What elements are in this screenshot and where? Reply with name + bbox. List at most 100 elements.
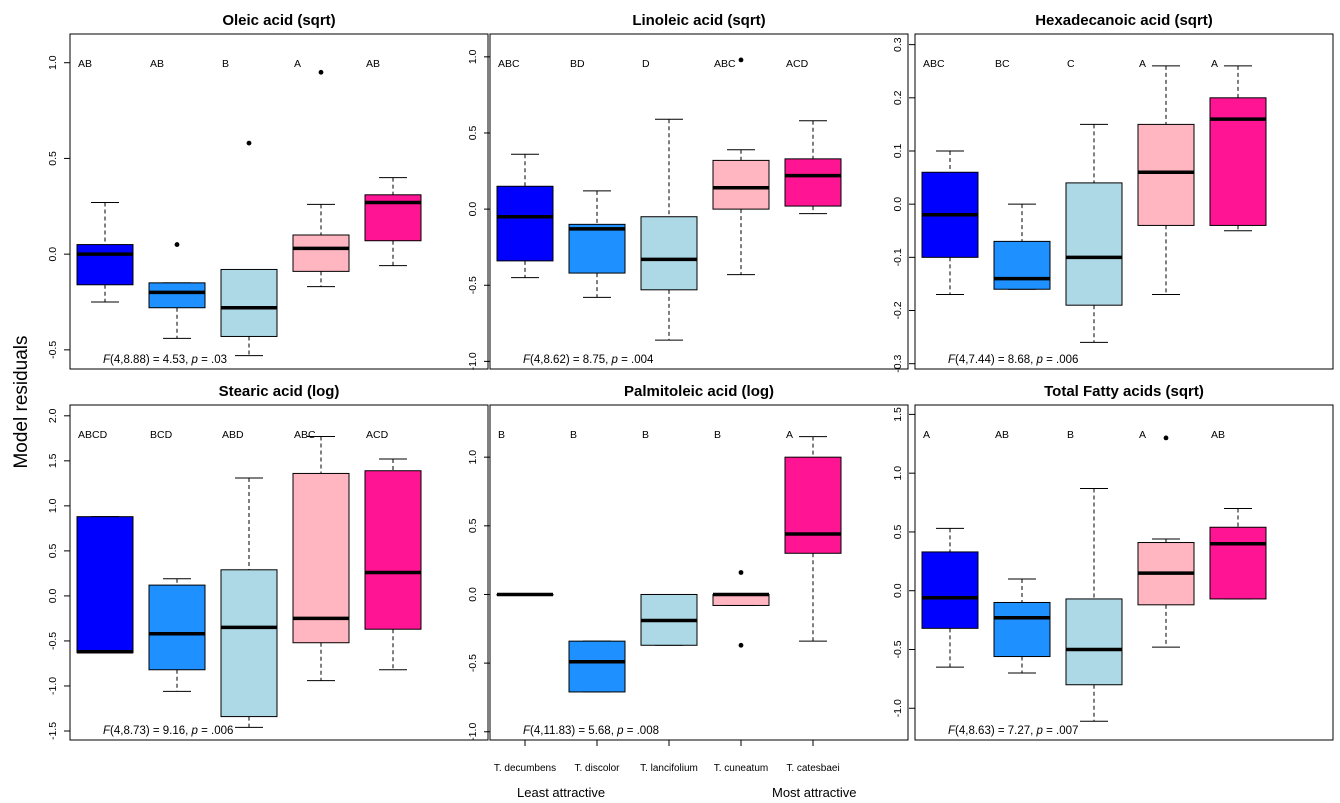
y-tick-label: 0.0 — [47, 247, 59, 262]
box-body — [148, 282, 206, 309]
box-5 — [1209, 65, 1267, 232]
box-4 — [1137, 65, 1195, 296]
box-5 — [364, 458, 422, 671]
box-body — [568, 223, 626, 274]
box-body — [640, 216, 698, 291]
box-1 — [921, 150, 979, 296]
panel-title: Linoleic acid (sqrt) — [632, 12, 765, 29]
y-tick-label: 1.5 — [892, 407, 904, 422]
box-2 — [568, 190, 626, 298]
group-letter: B — [714, 429, 721, 441]
y-tick-label: 0.5 — [467, 126, 479, 141]
x-tick-label: T. discolor — [574, 763, 620, 774]
y-tick-label: -0.5 — [467, 276, 479, 294]
y-tick-label: -0.2 — [892, 301, 904, 319]
x-tick-label: T. catesbaei — [786, 763, 839, 774]
box-3 — [1065, 123, 1123, 343]
box-3 — [1065, 487, 1123, 722]
group-letter: B — [1067, 429, 1074, 441]
stat-p: p — [1036, 725, 1044, 737]
panel-title: Oleic acid (sqrt) — [222, 12, 335, 29]
y-axis-label: Model residuals — [11, 335, 32, 468]
box-1 — [76, 201, 134, 303]
y-tick-label: 1.0 — [467, 49, 479, 64]
stat-values: (4,8.73) = 9.16, — [110, 725, 192, 737]
box-1 — [76, 516, 134, 654]
y-tick-label: 1.0 — [47, 55, 59, 70]
group-letter: A — [786, 429, 793, 441]
y-tick-label: -0.5 — [47, 632, 59, 650]
group-letter: AB — [366, 58, 380, 70]
group-letter: A — [923, 429, 930, 441]
box-1 — [496, 153, 554, 279]
y-tick-label: 0.1 — [892, 144, 904, 159]
box-body — [496, 185, 554, 262]
plot-frame — [69, 33, 489, 370]
group-letter: B — [498, 429, 505, 441]
y-tick-label: -0.3 — [892, 354, 904, 372]
box-body — [1137, 123, 1195, 226]
panel-1: Oleic acid (sqrt) -0.5 0.0 0.5 1.0 AB AB B A AB F(… — [47, 12, 489, 370]
y-tick-label: -0.5 — [892, 640, 904, 658]
y-tick-label: -1.0 — [467, 723, 479, 741]
y-tick-label: 1.0 — [467, 450, 479, 465]
box-body — [76, 244, 134, 286]
group-letter: BD — [570, 58, 585, 70]
group-letter: AB — [78, 58, 92, 70]
plot-frame — [489, 33, 909, 370]
group-letter: ACD — [366, 429, 389, 441]
group-letter: B — [570, 429, 577, 441]
group-letter: B — [642, 429, 649, 441]
box-5 — [1209, 507, 1267, 600]
group-letter: A — [1139, 58, 1146, 70]
y-tick-label: 1.0 — [892, 466, 904, 481]
box-1 — [496, 592, 554, 597]
box-1 — [921, 527, 979, 668]
panel-4: Stearic acid (log) -1.5 -1.0 -0.5 0.0 0.5 1.0 1… — [47, 383, 489, 741]
stat-p: p — [1036, 354, 1044, 366]
stat-p-value: = .006 — [198, 725, 234, 737]
stat-f: F — [948, 725, 956, 737]
box-body — [712, 159, 770, 210]
box-body — [784, 158, 842, 207]
stat-values: (4,8.88) = 4.53, — [110, 354, 192, 366]
outlier-point — [246, 140, 252, 146]
group-letter: AB — [995, 429, 1009, 441]
panel-title: Total Fatty acids (sqrt) — [1044, 383, 1204, 400]
box-body — [292, 234, 350, 272]
outlier-point — [1163, 435, 1169, 441]
stat-f: F — [948, 354, 956, 366]
box-4 — [292, 436, 350, 682]
box-4 — [292, 69, 350, 288]
y-tick-label: 1.5 — [47, 453, 59, 468]
stat-p-value: = .03 — [198, 354, 227, 366]
x-tick-label: T. cuneatum — [714, 763, 768, 774]
group-letter: ABC — [714, 58, 736, 70]
box-4 — [1137, 435, 1195, 648]
box-body — [784, 456, 842, 554]
group-letter: BC — [995, 58, 1010, 70]
y-tick-label: -0.5 — [47, 341, 59, 359]
y-tick-label: 0.0 — [892, 583, 904, 598]
box-5 — [784, 120, 842, 215]
box-5 — [784, 436, 842, 642]
box-5 — [364, 177, 422, 267]
stat-annotation: F(4,7.44) = 8.68, p = .006 — [948, 354, 1078, 366]
y-tick-label: 0.0 — [467, 202, 479, 217]
group-letter: A — [1139, 429, 1146, 441]
y-tick-label: -0.5 — [467, 654, 479, 672]
stat-p: p — [191, 354, 199, 366]
outlier-point — [738, 570, 744, 575]
outlier-point — [738, 642, 744, 648]
outlier-point — [738, 57, 744, 63]
panel-6: Total Fatty acids (sqrt) -1.0 -0.5 0.0 0.5 1.… — [892, 383, 1334, 741]
y-tick-label: 0.0 — [892, 197, 904, 212]
box-body — [292, 472, 350, 644]
y-tick-label: 0.5 — [467, 518, 479, 533]
stat-p-value: = .008 — [624, 725, 660, 737]
group-letter: ABC — [498, 58, 520, 70]
box-body — [568, 640, 626, 693]
panel-2: Linoleic acid (sqrt) -1.0 -0.5 0.0 0.5 1.0 ABC… — [467, 12, 909, 370]
stat-values: (4,7.44) = 8.68, — [955, 354, 1037, 366]
